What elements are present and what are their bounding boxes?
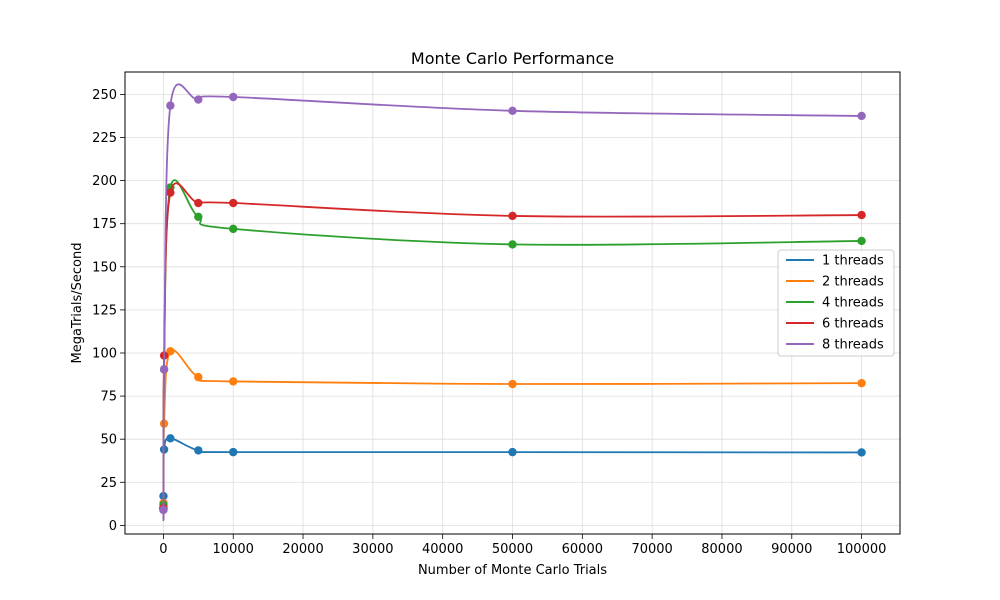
x-tick-label: 60000	[562, 542, 603, 557]
data-point	[166, 434, 175, 443]
x-tick-label: 0	[159, 542, 167, 557]
data-point	[229, 447, 238, 457]
data-point	[194, 212, 203, 222]
y-tick-label: 25	[100, 476, 117, 491]
y-tick-label: 0	[109, 519, 117, 534]
x-tick-label: 100000	[837, 542, 887, 557]
y-axis: 0 25 50 75 100 125 150 175 200 225 250	[92, 88, 125, 534]
data-point	[508, 379, 517, 389]
data-point	[857, 378, 866, 388]
data-point	[166, 347, 175, 356]
grid-lines	[125, 72, 900, 534]
y-tick-label: 50	[100, 433, 117, 448]
y-axis-label: MegaTrials/Second	[70, 243, 85, 364]
legend-label: 1 threads	[822, 254, 884, 269]
legend-label: 6 threads	[822, 317, 884, 332]
x-tick-label: 90000	[771, 542, 812, 557]
legend-label: 8 threads	[822, 338, 884, 353]
y-tick-label: 150	[92, 260, 117, 275]
data-point	[194, 198, 203, 208]
y-tick-label: 200	[92, 174, 117, 189]
data-point	[857, 448, 866, 457]
data-point	[159, 505, 168, 515]
series-layer	[159, 83, 866, 522]
x-tick-label: 80000	[701, 542, 742, 557]
y-tick-label: 100	[92, 346, 117, 361]
legend-label: 2 threads	[822, 275, 884, 290]
y-tick-label: 225	[92, 131, 117, 146]
data-point	[229, 92, 238, 102]
data-point	[508, 447, 517, 457]
data-point	[508, 106, 517, 115]
data-point	[159, 365, 169, 374]
data-point	[166, 188, 175, 197]
legend-box	[777, 249, 895, 357]
x-tick-label: 50000	[492, 542, 533, 557]
data-point	[508, 240, 517, 249]
data-point	[508, 211, 517, 221]
data-point	[194, 95, 203, 104]
data-point	[166, 101, 175, 110]
legend: 1 threads 2 threads 4 threads 6 threads 8 th…	[777, 249, 895, 357]
data-point	[857, 236, 866, 246]
series-8-threads	[159, 83, 866, 522]
y-tick-label: 75	[100, 390, 117, 405]
y-tick-label: 250	[92, 88, 117, 103]
x-tick-label: 70000	[631, 542, 672, 557]
y-tick-label: 125	[92, 303, 117, 318]
x-tick-label: 40000	[422, 542, 463, 557]
x-tick-label: 30000	[352, 542, 393, 557]
data-point	[229, 198, 238, 208]
x-axis: 0 10000 20000 30000 40000 50000 60000 70000 8000…	[159, 534, 886, 557]
data-point	[194, 372, 203, 382]
data-point	[857, 111, 866, 121]
data-point	[229, 377, 238, 386]
x-tick-label: 10000	[213, 542, 254, 557]
y-tick-label: 175	[92, 217, 117, 232]
data-point	[194, 446, 203, 455]
chart-title: Monte Carlo Performance	[411, 49, 614, 68]
x-tick-label: 20000	[282, 542, 323, 557]
data-point	[229, 224, 238, 234]
data-point	[857, 210, 866, 220]
legend-label: 4 threads	[822, 296, 884, 311]
x-axis-label: Number of Monte Carlo Trials	[418, 563, 607, 578]
